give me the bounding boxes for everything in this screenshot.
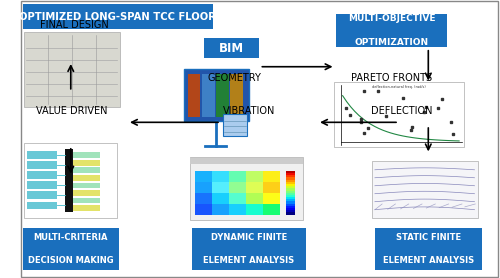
Text: OPTIMIZED LONG-SPAN TCC FLOOR: OPTIMIZED LONG-SPAN TCC FLOOR — [20, 12, 216, 22]
Text: DEFLECTION: DEFLECTION — [370, 106, 432, 116]
Text: deflection-natural freq. (rad/s): deflection-natural freq. (rad/s) — [372, 85, 426, 89]
Bar — [375, 228, 482, 270]
Bar — [286, 171, 295, 173]
Bar — [336, 14, 447, 47]
Bar — [286, 197, 295, 199]
Bar — [65, 149, 72, 212]
Bar — [22, 4, 212, 29]
Bar — [286, 206, 295, 208]
Text: PARETO FRONTS: PARETO FRONTS — [351, 73, 432, 83]
Bar — [263, 204, 280, 215]
Bar — [74, 160, 100, 166]
Bar — [28, 192, 58, 199]
Bar — [246, 193, 263, 204]
Bar — [24, 32, 120, 107]
Bar — [204, 38, 260, 58]
Bar — [286, 210, 295, 212]
Text: MULTI-CRITERIA

DECISION MAKING: MULTI-CRITERIA DECISION MAKING — [28, 232, 114, 265]
Bar — [286, 208, 295, 210]
Bar — [286, 188, 295, 190]
Bar — [190, 158, 302, 164]
Bar — [74, 152, 100, 158]
Bar — [22, 228, 119, 270]
Bar — [286, 190, 295, 193]
Bar — [286, 195, 295, 197]
Text: MULTI-OBJECTIVE

OPTIMIZATION: MULTI-OBJECTIVE OPTIMIZATION — [348, 14, 436, 47]
Bar — [286, 193, 295, 195]
Bar — [334, 82, 464, 147]
Bar — [196, 171, 212, 182]
Bar — [263, 182, 280, 193]
Bar — [286, 186, 295, 188]
Bar — [286, 184, 295, 186]
Text: BIM: BIM — [219, 42, 244, 55]
Bar — [196, 204, 212, 215]
Bar — [286, 175, 295, 177]
Bar — [28, 151, 58, 159]
Bar — [28, 161, 58, 169]
Bar — [230, 75, 243, 117]
Bar — [263, 171, 280, 182]
Text: STATIC FINITE

ELEMENT ANALYSIS: STATIC FINITE ELEMENT ANALYSIS — [382, 232, 474, 265]
Bar — [212, 182, 229, 193]
Bar — [196, 193, 212, 204]
Text: GEOMETRY: GEOMETRY — [208, 73, 262, 83]
Bar — [263, 193, 280, 204]
Bar — [184, 69, 248, 121]
Bar — [229, 171, 246, 182]
Bar — [286, 182, 295, 184]
Bar — [74, 183, 100, 188]
Bar — [74, 205, 100, 211]
Text: FINAL DESIGN: FINAL DESIGN — [40, 20, 108, 30]
Bar — [212, 171, 229, 182]
Bar — [190, 157, 302, 220]
Bar — [196, 182, 212, 193]
Bar — [286, 212, 295, 215]
Bar — [74, 190, 100, 196]
Bar — [229, 182, 246, 193]
Text: VALUE DRIVEN: VALUE DRIVEN — [36, 106, 108, 116]
Text: DYNAMIC FINITE

ELEMENT ANALYSIS: DYNAMIC FINITE ELEMENT ANALYSIS — [204, 232, 294, 265]
Bar — [216, 75, 228, 117]
Bar — [74, 198, 100, 203]
Bar — [286, 204, 295, 206]
Bar — [286, 173, 295, 175]
Bar — [28, 181, 58, 189]
Bar — [286, 180, 295, 182]
Bar — [202, 75, 214, 117]
Bar — [372, 161, 478, 218]
Bar — [246, 171, 263, 182]
Bar — [286, 177, 295, 180]
Bar — [246, 204, 263, 215]
Bar — [24, 143, 118, 218]
Text: VIBRATION: VIBRATION — [222, 106, 275, 116]
Bar — [188, 75, 200, 117]
Bar — [192, 228, 306, 270]
Bar — [212, 204, 229, 215]
Bar — [286, 202, 295, 204]
Bar — [223, 115, 248, 136]
Bar — [28, 202, 58, 209]
Bar — [229, 204, 246, 215]
Bar — [74, 175, 100, 181]
Bar — [229, 193, 246, 204]
Bar — [212, 193, 229, 204]
Bar — [246, 182, 263, 193]
Bar — [28, 171, 58, 179]
Bar — [74, 167, 100, 173]
Bar — [286, 199, 295, 202]
